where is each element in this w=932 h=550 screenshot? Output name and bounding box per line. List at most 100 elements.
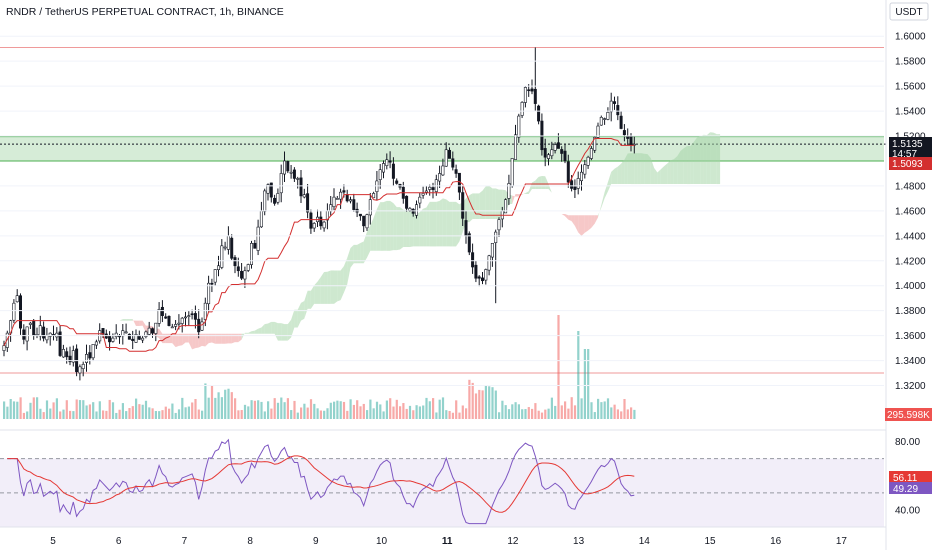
volume-bar — [570, 397, 573, 419]
price-tick-label: 1.6000 — [895, 32, 926, 43]
candle-body — [358, 213, 362, 217]
volume-bar — [158, 411, 161, 419]
price-tick-label: 1.3200 — [895, 381, 926, 392]
candle-body — [494, 231, 498, 244]
cloud-segment — [621, 159, 625, 185]
cloud-segment — [469, 193, 473, 223]
volume-bar — [471, 382, 474, 419]
candle-body — [339, 191, 343, 200]
cloud-segment — [178, 333, 183, 346]
cloud-segment — [568, 215, 572, 222]
volume-bar — [498, 412, 501, 419]
cloud-segment — [413, 211, 417, 247]
volume-bar — [323, 410, 326, 419]
volume-bar — [484, 385, 487, 419]
countdown-label: 14:57 — [892, 149, 917, 160]
cloud-segment — [221, 333, 226, 344]
candle-body — [141, 337, 145, 341]
candle-body — [88, 352, 92, 359]
time-tick-label: 12 — [507, 536, 519, 547]
last-price-tag: 1.5135 14:57 — [889, 137, 932, 160]
cloud-segment — [601, 192, 605, 208]
candle-body — [61, 349, 65, 358]
volume-bar — [534, 403, 537, 419]
cloud-segment — [485, 185, 490, 219]
volume-bar — [626, 409, 629, 419]
cloud-segment — [703, 134, 707, 185]
kijun-price-tag: 1.5093 — [889, 157, 932, 170]
cloud-segment — [693, 137, 697, 185]
cloud-segment — [690, 141, 694, 185]
cloud-segment — [376, 202, 381, 251]
candle-body — [510, 158, 514, 187]
volume-bar — [290, 410, 293, 419]
volume-bar — [339, 401, 342, 419]
cloud-segment — [423, 207, 427, 247]
candle-body — [45, 335, 49, 341]
candle-body — [348, 199, 352, 202]
price-tick-label: 1.4400 — [895, 231, 926, 242]
volume-bar — [131, 406, 134, 419]
candle-body — [309, 212, 313, 229]
candle-body — [543, 148, 547, 158]
candle-body — [576, 178, 580, 189]
currency-badge[interactable] — [889, 2, 929, 21]
cloud-segment — [218, 333, 222, 344]
cloud-segment — [532, 180, 536, 190]
volume-bar — [540, 412, 544, 419]
cloud-segment — [291, 309, 295, 338]
cloud-segment — [334, 270, 338, 304]
volume-bar — [564, 401, 567, 419]
price-tick-label: 1.5400 — [895, 107, 926, 118]
cloud-segment — [433, 201, 437, 247]
candle-body — [108, 335, 112, 343]
cloud-segment — [446, 199, 450, 247]
candle-body — [236, 266, 240, 272]
candle-body — [282, 160, 286, 175]
candle-body — [368, 199, 372, 216]
volume-bar — [633, 409, 636, 419]
cloud-segment — [541, 175, 546, 190]
volume-bar — [623, 399, 626, 419]
candle-body — [408, 208, 412, 211]
volume-bar — [148, 407, 151, 419]
cloud-segment — [132, 319, 136, 326]
volume-bar — [573, 405, 577, 419]
rsi-tick-label: 40.00 — [895, 505, 920, 516]
cloud-segment — [409, 211, 414, 248]
cloud-segment — [396, 207, 400, 251]
volume-bar — [168, 408, 171, 419]
cloud-segment — [607, 171, 612, 192]
cloud-segment — [624, 153, 628, 185]
time-tick-label: 11 — [442, 536, 453, 547]
candle-body — [447, 149, 451, 159]
time-axis[interactable]: 5 6 7 8 9 10 11 12 13 14 15 16 17 — [0, 526, 886, 547]
rsi-tags: 56.11 49.29 — [889, 471, 932, 495]
volume-bar — [359, 406, 362, 419]
volume-bar — [587, 349, 590, 419]
candle-body — [566, 161, 570, 183]
volume-bar — [458, 412, 461, 419]
rsi-line — [7, 438, 635, 525]
volume-bar — [425, 397, 428, 419]
volume-bar — [62, 409, 65, 419]
candle-body — [428, 186, 432, 190]
volume-bar — [491, 387, 494, 419]
candle-body — [520, 102, 524, 116]
cloud-segment — [565, 214, 569, 220]
candle-body — [556, 142, 560, 149]
candle-body — [28, 322, 32, 325]
cloud-segment — [373, 209, 377, 251]
volume-bar — [524, 409, 527, 419]
volume-bar — [171, 403, 174, 419]
time-tick-label: 9 — [313, 536, 319, 547]
price-tick-label: 1.4800 — [895, 181, 926, 192]
cloud-segment — [244, 332, 249, 334]
candle-body — [217, 265, 221, 270]
cloud-segment — [320, 272, 325, 304]
cloud-segment — [126, 319, 130, 321]
candle-body — [626, 136, 630, 139]
volume-bar — [488, 386, 491, 419]
